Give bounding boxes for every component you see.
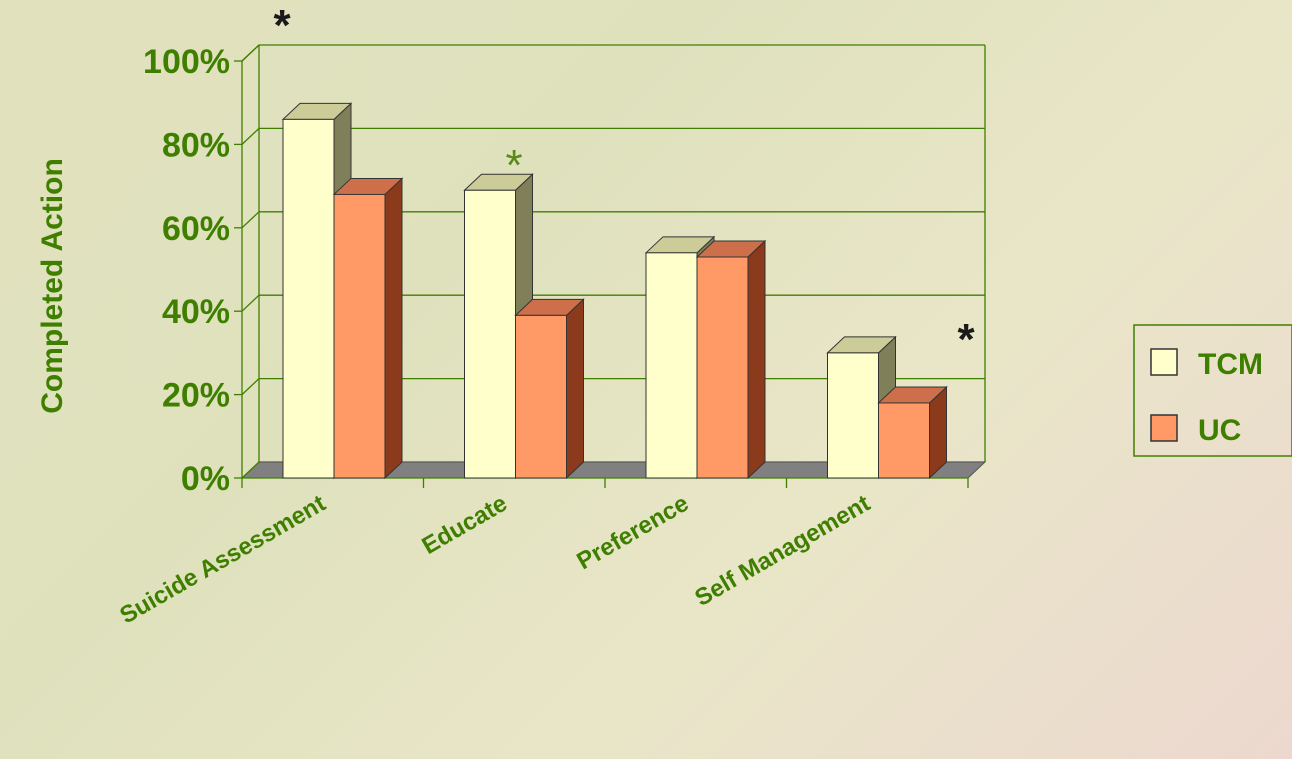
x-category-label: Preference [572,490,693,575]
bar-front [515,314,567,479]
bar-uc [695,239,767,480]
significance-star: * [273,1,291,50]
y-tick-diagonal [241,294,260,312]
bar-front [645,252,698,479]
y-tick-diagonal [241,211,260,229]
bar-front [333,193,386,479]
legend-swatch-uc [1150,414,1178,442]
legend-label-uc: UC [1198,414,1241,447]
legend-label-tcm: TCM [1198,348,1263,381]
y-tick-label: 20% [162,377,230,415]
y-tick-label: 100% [143,43,230,81]
y-tick-diagonal [241,127,260,145]
bar-front [878,402,930,479]
y-tick-label: 40% [162,293,230,331]
bar-uc [332,177,404,480]
bar-side [747,239,766,480]
legend: TCM UC [1133,324,1292,457]
y-tick-label: 0% [181,460,230,498]
y-tick-label: 60% [162,210,230,248]
y-tick-labels: 0% 20% 40% 60% 80% 100% [143,43,230,498]
x-category-label: Self Management [690,490,874,612]
x-category-label: Suicide Assessment [115,490,330,630]
bar-front [827,352,879,479]
y-tick-diagonal [241,44,260,62]
significance-star: * [957,315,975,364]
bar-front [464,189,516,479]
bar-uc [877,385,948,480]
bar-side [384,177,403,480]
y-tick-diagonal [241,378,260,396]
bar-uc [514,298,585,480]
y-tick-label: 80% [162,126,230,164]
legend-swatch-tcm [1150,348,1178,376]
bar-front [696,256,749,479]
legend-box [1133,324,1292,457]
bars [281,102,948,480]
x-category-label: Educate [417,490,511,560]
x-category-labels: Suicide Assessment Educate Preference Se… [115,490,874,630]
y-tick-diagonal [241,461,260,479]
y-axis-title: Completed Action [36,158,69,414]
bar-side [566,298,584,480]
significance-star: * [505,141,522,190]
significance-markers: * * * [273,1,975,364]
bar-front [282,118,335,479]
